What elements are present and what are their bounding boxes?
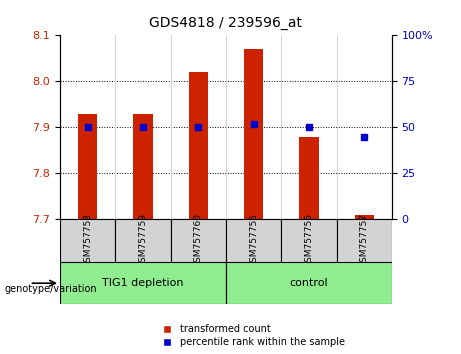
Bar	[244, 49, 263, 219]
FancyBboxPatch shape	[226, 262, 392, 304]
Text: GSM757758: GSM757758	[83, 213, 92, 268]
FancyBboxPatch shape	[171, 219, 226, 262]
FancyBboxPatch shape	[60, 262, 226, 304]
FancyBboxPatch shape	[60, 219, 115, 262]
Text: GSM757755: GSM757755	[249, 213, 258, 268]
Bar	[189, 72, 208, 219]
Text: TIG1 depletion: TIG1 depletion	[102, 278, 183, 288]
Bar	[355, 215, 374, 219]
FancyBboxPatch shape	[226, 219, 281, 262]
Text: GSM757757: GSM757757	[360, 213, 369, 268]
Legend: transformed count, percentile rank within the sample: transformed count, percentile rank withi…	[160, 322, 347, 349]
Text: GSM757759: GSM757759	[138, 213, 148, 268]
Bar	[78, 114, 97, 219]
Bar	[299, 137, 319, 219]
FancyBboxPatch shape	[115, 219, 171, 262]
FancyBboxPatch shape	[281, 219, 337, 262]
Bar	[133, 114, 153, 219]
Text: control: control	[290, 278, 328, 288]
Text: GSM757760: GSM757760	[194, 213, 203, 268]
Text: genotype/variation: genotype/variation	[5, 284, 97, 293]
Text: GSM757756: GSM757756	[304, 213, 313, 268]
Title: GDS4818 / 239596_at: GDS4818 / 239596_at	[149, 16, 302, 30]
FancyBboxPatch shape	[337, 219, 392, 262]
